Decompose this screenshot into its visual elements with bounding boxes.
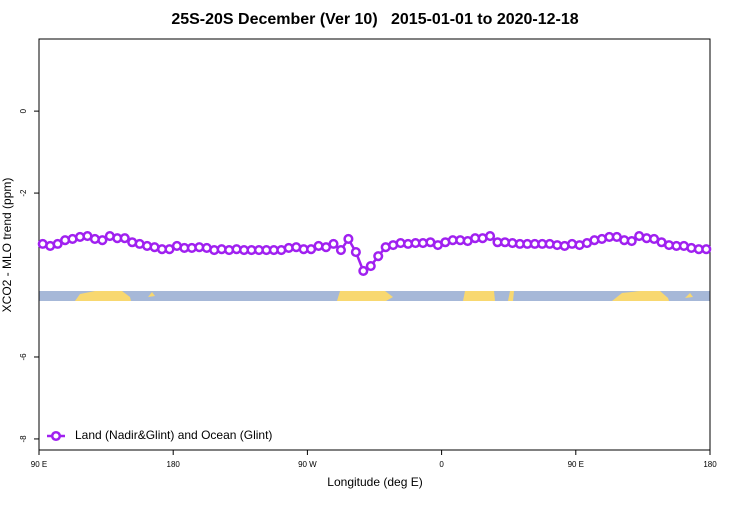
chart-title: 25S-20S December (Ver 10) 2015-01-01 to … xyxy=(171,11,578,28)
x-tick-label: 90 E xyxy=(31,460,47,469)
data-point xyxy=(335,244,347,256)
data-point xyxy=(358,265,369,276)
data-point xyxy=(343,233,354,245)
legend-marker xyxy=(50,430,62,442)
y-tick-label: 0 xyxy=(19,108,28,113)
x-tick-label: 90 W xyxy=(298,460,317,469)
x-tick-label: 180 xyxy=(703,460,717,469)
data-point xyxy=(52,238,63,249)
x-tick-label: 0 xyxy=(439,460,444,469)
x-axis-label: Longitude (deg E) xyxy=(327,475,422,489)
x-tick-label: 90 E xyxy=(568,460,584,469)
data-point xyxy=(485,231,496,242)
data-point xyxy=(701,244,712,255)
data-point xyxy=(119,233,130,244)
legend-label: Land (Nadir&Glint) and Ocean (Glint) xyxy=(75,428,272,442)
data-point xyxy=(365,260,376,272)
data-point xyxy=(328,238,339,249)
y-axis-label: XCO2 - MLO trend (ppm) xyxy=(0,178,14,313)
y-tick-label: -6 xyxy=(19,353,28,361)
data-point xyxy=(626,235,637,247)
data-point xyxy=(373,251,384,262)
y-tick-label: -2 xyxy=(19,189,28,197)
land-ocean-strip xyxy=(39,291,710,301)
data-point xyxy=(350,247,361,258)
data-point xyxy=(97,235,108,246)
x-tick-label: 180 xyxy=(167,460,181,469)
y-tick-label: -8 xyxy=(19,435,28,443)
